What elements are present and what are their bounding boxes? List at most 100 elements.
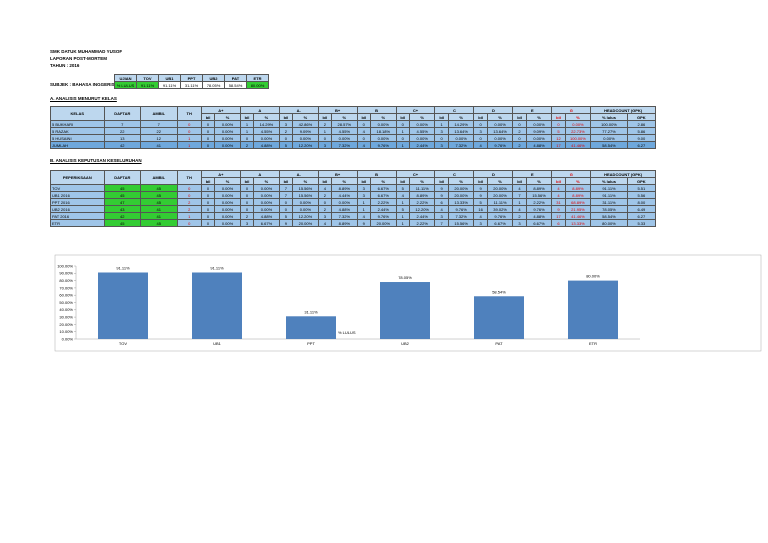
cell: 41 xyxy=(140,212,178,220)
cell: 0 xyxy=(356,134,371,142)
cell: 0.00% xyxy=(253,198,280,206)
cell: 0.00% xyxy=(331,198,358,206)
x-tick-label: UB2 xyxy=(401,341,410,346)
cell: 68.89% xyxy=(564,198,592,206)
cell: 3 xyxy=(239,219,255,227)
cell: 0.00% xyxy=(214,191,241,199)
cell: 0 xyxy=(176,219,202,227)
data-label: 91.11% xyxy=(116,265,130,270)
header-cell: % xyxy=(408,113,436,121)
cell: 1 xyxy=(239,127,255,135)
cell: 8.89% xyxy=(525,184,553,192)
cell: 1 xyxy=(239,120,255,128)
cell: 41 xyxy=(140,205,178,213)
cell: 7.32% xyxy=(331,212,358,220)
section-b-title: B. ANALISIS KEPUTUSAN KESELURUHAN xyxy=(50,158,142,163)
cell: 1 xyxy=(395,127,410,135)
header-cell: GPK xyxy=(626,177,657,185)
cell: 0 xyxy=(200,212,216,220)
cell: 4.55% xyxy=(408,127,436,135)
x-tick-label: UB1 xyxy=(213,341,222,346)
cell: 22 xyxy=(103,127,142,135)
data-row: 5 BUKHARI 7 7 0 0 0.00% 1 14.29% 3 42.86% 2 28.57% 0… xyxy=(50,120,657,128)
cell: 7 xyxy=(103,120,142,128)
cell: 6.27 xyxy=(626,212,657,220)
y-tick-label: 0.00% xyxy=(62,336,74,341)
cell: 0 xyxy=(395,134,410,142)
cell: 14.29% xyxy=(447,120,475,128)
cell: 0 xyxy=(176,184,202,192)
cell: 1 xyxy=(395,219,410,227)
bar xyxy=(380,282,430,339)
cell: 31 xyxy=(551,198,566,206)
header-cell: % xyxy=(214,177,241,185)
cell: 20.00% xyxy=(292,219,319,227)
cell: 0 xyxy=(512,134,527,142)
cell: 8.89% xyxy=(331,219,358,227)
cell: 5 xyxy=(473,198,488,206)
cell: 0.00% xyxy=(590,134,628,142)
cell: 12 xyxy=(140,134,178,142)
header-cell: KELAS xyxy=(50,106,105,121)
cell: 28.57% xyxy=(331,120,358,128)
cell: 2.44% xyxy=(369,205,397,213)
cell: 20.00% xyxy=(447,191,475,199)
cell: 0 xyxy=(317,198,333,206)
header-cell: TH xyxy=(176,106,202,121)
cell: 16 xyxy=(473,205,488,213)
cell: 20.00% xyxy=(369,219,397,227)
cell: 0.00% xyxy=(408,120,436,128)
cell: 0 xyxy=(200,219,216,227)
cell: 0 xyxy=(278,134,294,142)
cell: 7 xyxy=(278,191,294,199)
y-tick-label: 80.00% xyxy=(59,278,73,283)
data-label: 78.05% xyxy=(398,275,412,280)
header-cell: % xyxy=(525,113,553,121)
header-cell: TH xyxy=(176,170,202,185)
cell: 0.00% xyxy=(486,134,514,142)
cell: 0 xyxy=(434,134,449,142)
header-cell: bil xyxy=(512,177,527,185)
bar xyxy=(192,272,242,339)
y-tick-label: 50.00% xyxy=(59,300,73,305)
header-cell: bil xyxy=(473,177,488,185)
cell: 41.46% xyxy=(564,141,592,149)
header-cell: UJIAN xyxy=(114,74,137,82)
cell: ETR xyxy=(50,219,105,227)
header-cell: PAT xyxy=(224,74,247,82)
header-cell: D xyxy=(473,170,514,178)
x-tick-label: ETR xyxy=(589,341,597,346)
cell: 2 xyxy=(317,205,333,213)
header-cell: UB2 xyxy=(202,74,225,82)
header-cell: % xyxy=(331,177,358,185)
cell: 0 xyxy=(200,198,216,206)
cell: 2.22% xyxy=(408,219,436,227)
cell: TOV xyxy=(50,184,105,192)
header-cell: A+ xyxy=(200,106,241,114)
cell: 0 xyxy=(239,191,255,199)
data-row: ETR 45 45 0 0 0.00% 3 6.67% 9 20.00% 4 8.89% 9 20.00%… xyxy=(50,219,657,227)
data-label: 80.00% xyxy=(586,274,600,279)
cell: PAT 2016 xyxy=(50,212,105,220)
cell: 2 xyxy=(317,191,333,199)
cell: 45 xyxy=(103,191,142,199)
cell: 5 HUSAINI xyxy=(50,134,105,142)
cell: 4 xyxy=(551,191,566,199)
subject: SUBJEK : BAHASA INGGERIS xyxy=(50,82,115,87)
cell: 13.33% xyxy=(447,198,475,206)
cell: 4 xyxy=(473,212,488,220)
cell: 31.11% xyxy=(180,81,203,89)
cell: 0 xyxy=(278,205,294,213)
y-tick-label: 10.00% xyxy=(59,329,73,334)
header-cell: % xyxy=(486,177,514,185)
header-cell: % xyxy=(292,113,319,121)
cell: 5 xyxy=(551,127,566,135)
header-cell: % xyxy=(447,113,475,121)
header-cell: A- xyxy=(278,170,319,178)
cell: 42 xyxy=(103,212,142,220)
cell: 4.88% xyxy=(253,141,280,149)
cell: 5.56 xyxy=(626,191,657,199)
cell: 45 xyxy=(103,219,142,227)
header-cell: bil xyxy=(317,113,333,121)
data-row: JUMLAH 42 41 1 0 0.00% 2 4.88% 5 12.20% 3 7.32% 4 9.7… xyxy=(50,141,657,149)
